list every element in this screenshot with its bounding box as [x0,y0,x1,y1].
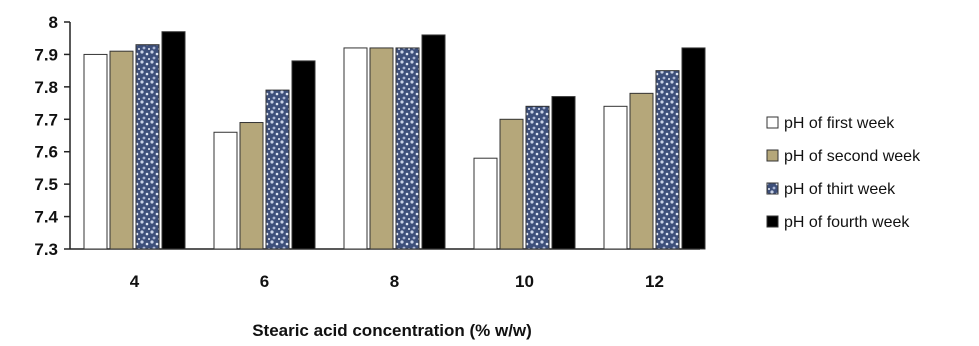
bar [265,89,290,250]
y-tick-label: 7.8 [34,78,58,97]
y-tick-label: 7.4 [34,208,58,227]
bar [551,96,576,250]
legend-label: pH of second week [784,148,921,165]
legend-swatch [766,215,779,228]
bar [655,70,680,250]
bar [473,157,498,250]
y-tick-label: 7.5 [34,175,58,194]
y-tick-label: 7.9 [34,45,58,64]
bar [603,105,628,250]
bar [343,47,368,250]
plot-area: 7.3 7.4 7.5 7.6 7.7 7.8 7.9 8 4 6 8 10 12 [34,13,706,291]
legend-label: pH of fourth week [784,214,910,231]
x-tick-label: 4 [130,272,140,291]
x-tick-label: 12 [645,272,664,291]
x-tick-label: 6 [260,272,269,291]
x-tick-label: 8 [390,272,399,291]
bar [109,50,134,250]
y-tick-label: 7.6 [34,143,58,162]
bar [83,53,108,250]
bar [291,60,316,250]
bar [161,31,186,250]
bar [369,47,394,250]
bar [629,92,654,250]
legend-swatch [766,149,779,162]
x-tick-label: 10 [515,272,534,291]
bar [395,47,420,250]
bar [525,105,550,250]
legend-swatch [766,116,779,129]
bar [421,34,446,250]
bar [681,47,706,250]
bar [213,131,238,250]
legend-swatch [766,182,779,195]
legend-label: pH of first week [784,115,895,132]
y-tick-label: 8 [49,13,58,32]
x-axis-title: Stearic acid concentration (% w/w) [252,321,532,340]
y-tick-label: 7.3 [34,240,58,259]
bar [135,44,160,250]
legend-label: pH of thirt week [784,181,896,198]
y-tick-label: 7.7 [34,110,58,129]
legend: pH of first week pH of second week pH of t… [766,115,921,231]
bar [239,122,264,250]
bar [499,118,524,250]
